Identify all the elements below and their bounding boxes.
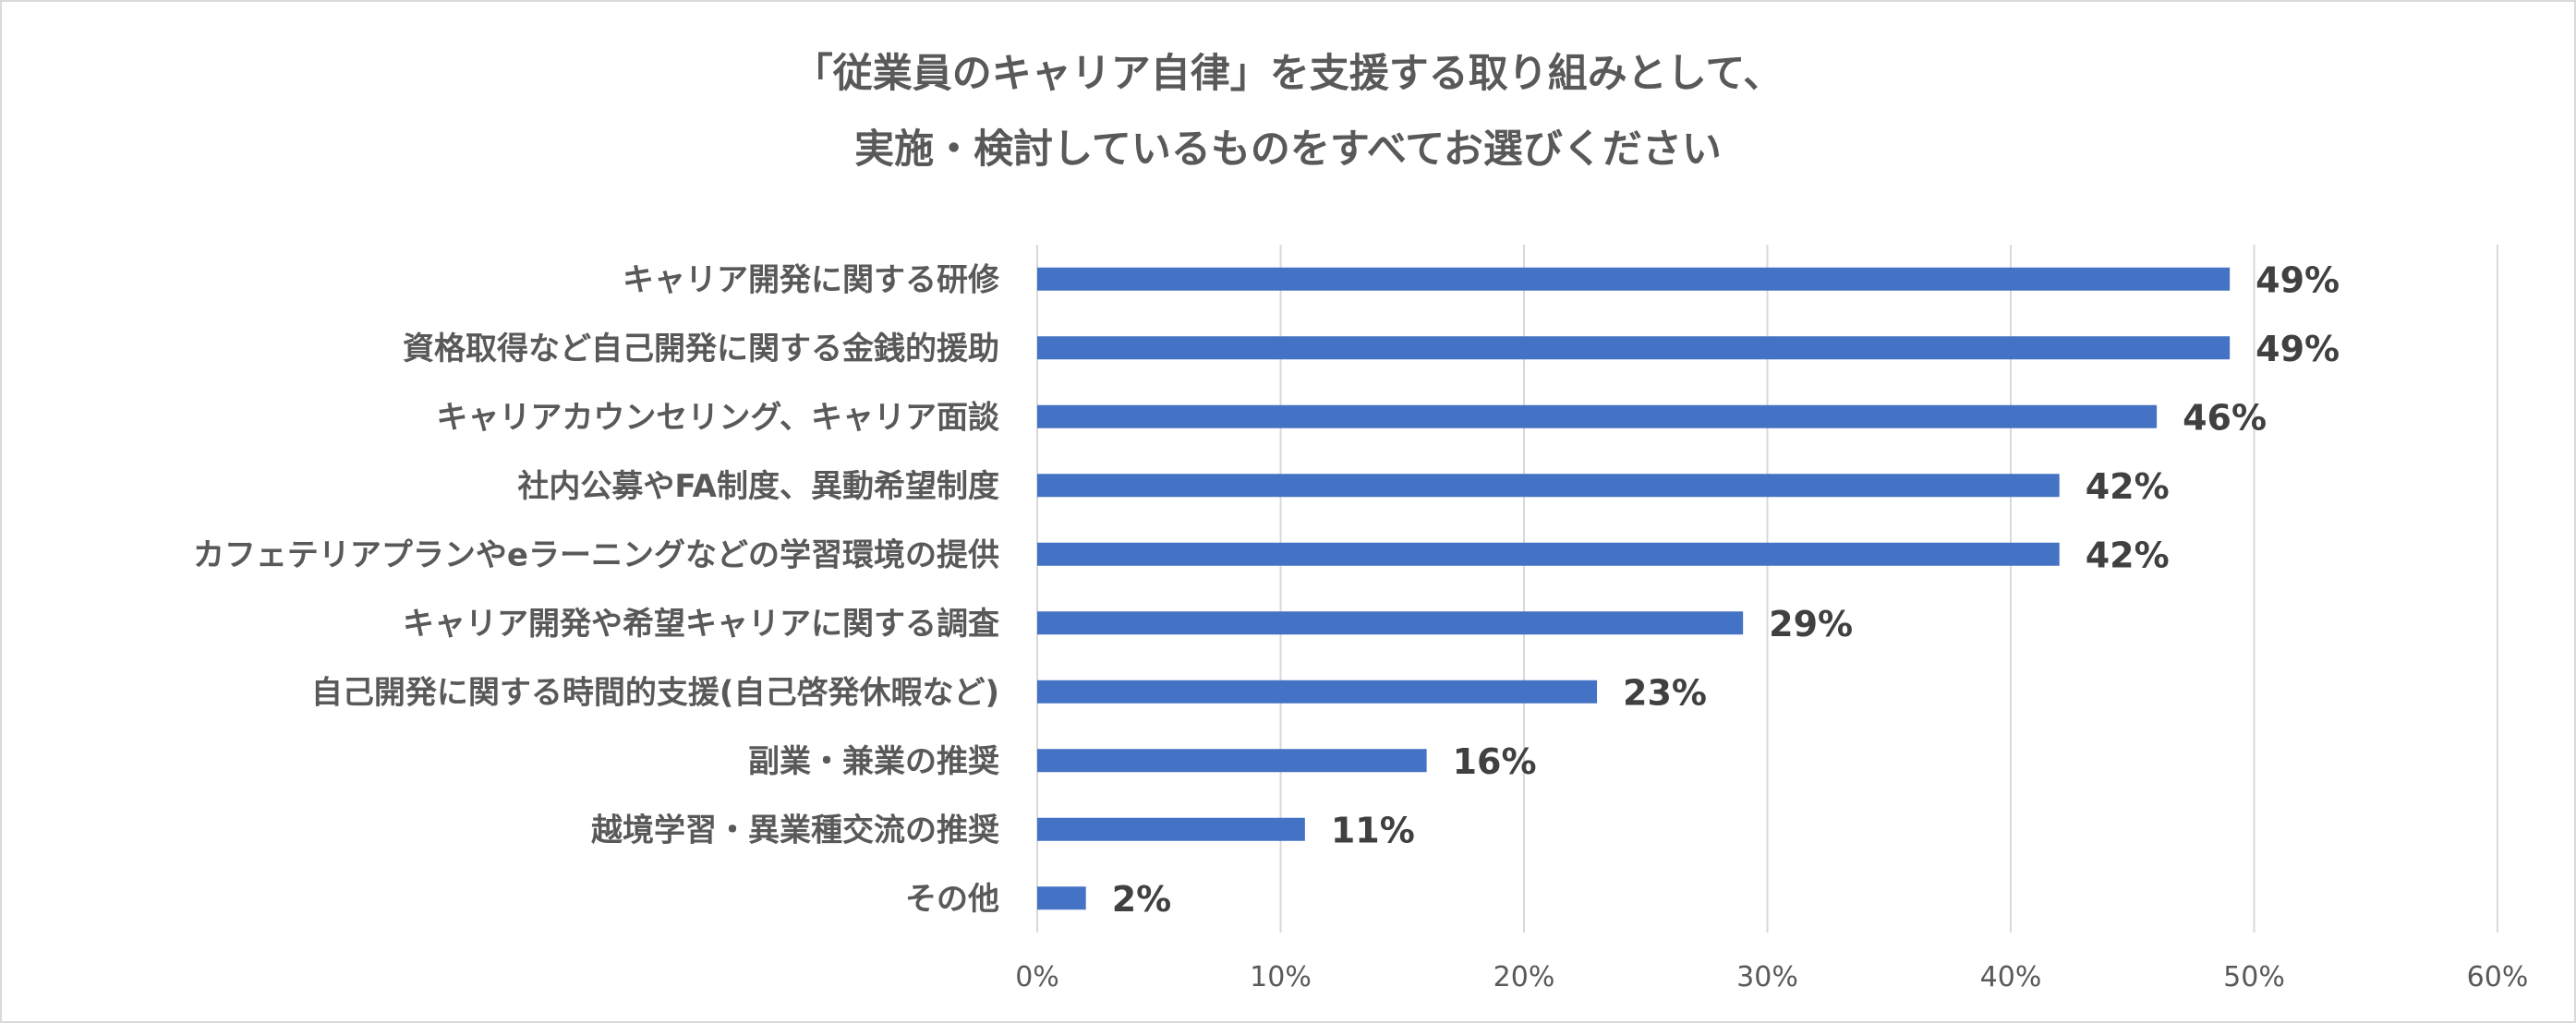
- bar-2: [1037, 404, 2158, 428]
- bar-5: [1037, 611, 1744, 635]
- bar-9: [1037, 886, 1086, 910]
- value-label: 23%: [1623, 672, 1707, 713]
- bar-3: [1037, 474, 2060, 498]
- category-label: キャリア開発に関する研修: [623, 261, 1000, 298]
- x-tick-label: 60%: [2467, 961, 2529, 993]
- category-label: 越境学習・異業種交流の推奨: [591, 812, 999, 848]
- x-tick-label: 30%: [1736, 961, 1798, 993]
- x-tick-label: 0%: [1015, 961, 1059, 993]
- category-label: 資格取得など自己開発に関する金銭的援助: [403, 331, 999, 367]
- bar-8: [1037, 817, 1305, 841]
- value-label: 46%: [2183, 397, 2267, 438]
- x-tick-label: 20%: [1494, 961, 1555, 993]
- value-label: 42%: [2086, 466, 2170, 507]
- value-label: 2%: [1112, 879, 1172, 920]
- value-label: 11%: [1331, 810, 1415, 850]
- chart-title-line-2: 実施・検討しているものをすべてお選びください: [854, 126, 1722, 173]
- x-tick-label: 10%: [1250, 961, 1312, 993]
- category-label: 社内公募やFA制度、異動希望制度: [517, 468, 999, 505]
- value-label: 29%: [1769, 604, 1853, 644]
- value-label: 42%: [2086, 535, 2170, 575]
- x-tick-label: 40%: [1980, 961, 2042, 993]
- category-label: 副業・兼業の推奨: [748, 743, 999, 780]
- value-label: 49%: [2256, 259, 2340, 300]
- category-label: その他: [905, 881, 999, 918]
- value-label: 16%: [1453, 741, 1537, 782]
- bar-4: [1037, 542, 2060, 566]
- bar-6: [1037, 680, 1598, 704]
- x-tick-label: 50%: [2223, 961, 2285, 993]
- bar-1: [1037, 336, 2231, 360]
- category-label: 自己開発に関する時間的支援(自己啓発休暇など): [311, 674, 999, 711]
- value-label: 49%: [2256, 329, 2340, 369]
- bar-0: [1037, 267, 2231, 291]
- chart-title-line-1: 「従業員のキャリア自律」を支援する取り組みとして、: [792, 51, 1784, 97]
- bar-7: [1037, 749, 1427, 773]
- category-label: キャリア開発や希望キャリアに関する調査: [403, 606, 999, 643]
- category-label: キャリアカウンセリング、キャリア面談: [436, 399, 1000, 436]
- category-label: カフェテリアプランやeラーニングなどの学習環境の提供: [193, 536, 999, 573]
